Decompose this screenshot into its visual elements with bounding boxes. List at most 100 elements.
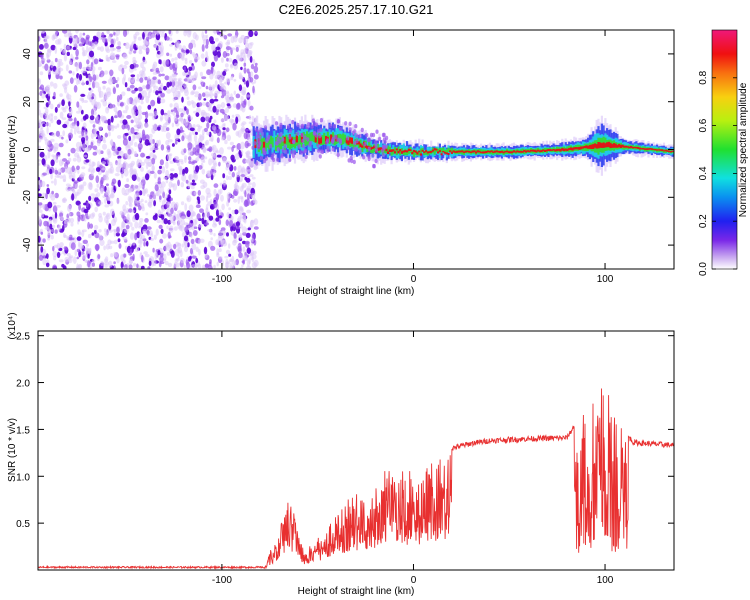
noise-point bbox=[228, 207, 232, 211]
noise-point bbox=[65, 64, 69, 72]
band-edge-point bbox=[259, 155, 264, 161]
noise-point bbox=[96, 160, 101, 169]
noise-point bbox=[180, 219, 186, 226]
band-strip bbox=[364, 144, 367, 148]
band-strip bbox=[438, 150, 441, 153]
noise-point bbox=[64, 256, 69, 263]
band-strip bbox=[587, 145, 590, 149]
band-edge-point bbox=[306, 137, 310, 142]
noise-point bbox=[98, 212, 102, 218]
noise-point bbox=[53, 34, 58, 40]
noise-point bbox=[213, 162, 218, 167]
noise-point bbox=[144, 118, 148, 124]
noise-point bbox=[105, 189, 110, 195]
noise-point bbox=[245, 94, 251, 98]
noise-point bbox=[197, 239, 201, 245]
band-strip bbox=[397, 146, 400, 152]
noise-point bbox=[230, 215, 234, 221]
spectrogram-ylabel: Frequency (Hz) bbox=[7, 116, 18, 185]
noise-point bbox=[208, 158, 213, 166]
noise-point bbox=[198, 102, 203, 107]
noise-point bbox=[194, 131, 198, 135]
noise-point bbox=[71, 193, 75, 201]
band-strip bbox=[537, 149, 540, 152]
noise-point bbox=[128, 264, 133, 269]
noise-point bbox=[164, 113, 170, 122]
noise-point bbox=[62, 123, 68, 129]
noise-point bbox=[213, 98, 219, 102]
band-strip bbox=[488, 151, 491, 153]
band-strip bbox=[550, 149, 553, 151]
noise-point bbox=[225, 127, 230, 132]
noise-point bbox=[158, 260, 162, 268]
noise-point bbox=[196, 213, 201, 221]
band-strip bbox=[404, 150, 407, 153]
noise-point bbox=[99, 46, 105, 52]
noise-point bbox=[103, 95, 107, 101]
noise-point bbox=[77, 168, 80, 174]
noise-point bbox=[90, 169, 94, 177]
noise-point bbox=[201, 60, 207, 67]
noise-point bbox=[247, 169, 252, 172]
noise-point bbox=[226, 261, 231, 265]
noise-point bbox=[116, 162, 120, 166]
x-tick-label: 100 bbox=[597, 274, 614, 285]
noise-point bbox=[231, 47, 236, 51]
noise-point bbox=[222, 30, 227, 33]
noise-point bbox=[187, 142, 193, 150]
noise-point bbox=[180, 86, 184, 93]
noise-point bbox=[89, 95, 93, 103]
noise-point bbox=[166, 225, 169, 229]
noise-point bbox=[239, 232, 243, 240]
noise-point bbox=[101, 80, 107, 84]
band-strip bbox=[366, 145, 369, 149]
band-edge-point bbox=[255, 161, 259, 166]
band-edge-point bbox=[270, 155, 274, 160]
noise-point bbox=[94, 188, 99, 193]
noise-point bbox=[111, 178, 117, 185]
band-strip bbox=[637, 147, 640, 149]
noise-point bbox=[237, 245, 242, 252]
noise-point bbox=[175, 110, 179, 118]
noise-point bbox=[170, 201, 176, 209]
noise-point bbox=[189, 60, 193, 64]
noise-point bbox=[50, 138, 55, 142]
noise-point bbox=[180, 112, 184, 118]
noise-point bbox=[66, 253, 71, 257]
noise-point bbox=[225, 96, 231, 103]
noise-point bbox=[188, 160, 192, 164]
noise-point bbox=[246, 193, 251, 200]
band-edge-point bbox=[251, 145, 255, 150]
noise-point bbox=[50, 60, 54, 69]
noise-point bbox=[225, 265, 229, 269]
noise-point bbox=[56, 242, 61, 250]
noise-point bbox=[116, 83, 119, 88]
band-strip bbox=[437, 151, 440, 154]
band-strip bbox=[383, 147, 386, 153]
noise-point bbox=[58, 142, 64, 148]
noise-point bbox=[190, 238, 195, 245]
noise-point bbox=[73, 62, 79, 68]
noise-point bbox=[66, 30, 72, 35]
noise-point bbox=[57, 154, 61, 158]
noise-point bbox=[230, 226, 233, 232]
noise-point bbox=[161, 73, 165, 77]
noise-point bbox=[180, 51, 185, 60]
noise-point bbox=[85, 36, 90, 40]
noise-point bbox=[160, 98, 166, 104]
noise-point bbox=[121, 67, 125, 75]
noise-point bbox=[38, 120, 41, 128]
noise-point bbox=[83, 154, 88, 158]
noise-point bbox=[123, 228, 129, 234]
y-tick-label: 1.0 bbox=[16, 472, 30, 483]
noise-point bbox=[152, 71, 158, 75]
noise-point bbox=[143, 241, 146, 247]
band-strip bbox=[538, 150, 541, 153]
noise-point bbox=[138, 132, 142, 139]
noise-point bbox=[115, 54, 120, 58]
band-edge-point bbox=[297, 144, 301, 149]
noise-point bbox=[187, 134, 192, 141]
noise-point bbox=[89, 213, 95, 219]
band-edge-point bbox=[304, 154, 308, 159]
